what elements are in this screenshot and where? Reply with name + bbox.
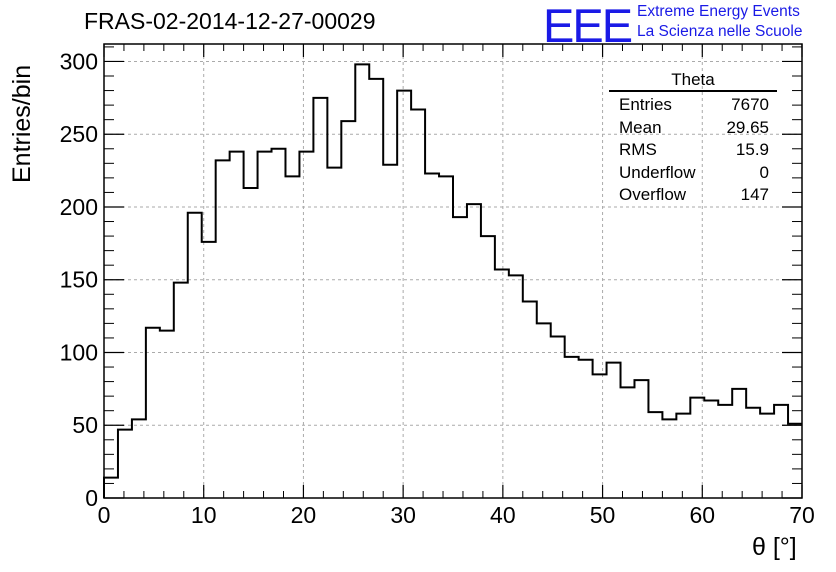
logo-line-2: La Scienza nelle Scuole [637, 23, 803, 40]
stats-label: RMS [619, 140, 657, 160]
x-tick-label: 30 [390, 502, 416, 528]
x-tick-label: 60 [689, 502, 715, 528]
plot-frame [103, 43, 803, 499]
x-tick-label: 70 [789, 502, 815, 528]
stats-row: Underflow 0 [609, 162, 777, 185]
y-tick-label: 200 [60, 194, 98, 220]
stats-title: Theta [609, 70, 777, 92]
tick-labels: 0 10 20 30 40 50 60 70 0 50 100 150 200 250 300 [60, 48, 815, 528]
y-tick-label: 50 [72, 412, 98, 438]
stats-value: 147 [740, 185, 769, 205]
stats-value: 0 [759, 162, 769, 182]
y-tick-label: 0 [85, 485, 98, 511]
histogram-line [103, 63, 802, 498]
stats-label: Mean [619, 117, 662, 137]
stats-value: 7670 [731, 95, 769, 114]
stats-label: Overflow [619, 185, 687, 205]
x-axis-label: θ [°] [752, 533, 797, 561]
y-tick-label: 100 [60, 339, 98, 365]
stats-label: Underflow [619, 162, 696, 182]
stats-value: 29.65 [726, 117, 769, 137]
y-axis-label: Entries/bin [8, 64, 36, 183]
y-tick-label: 250 [60, 121, 98, 147]
logo-caption: Extreme Energy Events La Scienza nelle S… [637, 2, 802, 42]
stats-row: RMS 15.9 [609, 139, 777, 162]
y-tick-label: 150 [60, 267, 98, 293]
x-tick-label: 40 [490, 502, 516, 528]
stats-row: Mean 29.65 [609, 117, 777, 140]
eee-logo: EEE [543, 0, 633, 52]
stats-row: Entries 7670 [609, 94, 777, 117]
stats-value: 15.9 [735, 140, 769, 160]
logo-line-1: Extreme Energy Events [637, 3, 800, 20]
axis-ticks [103, 44, 803, 499]
stats-box: Theta Entries 7670 Mean 29.65 RMS 15.9 U… [609, 70, 777, 207]
x-tick-label: 0 [98, 502, 111, 528]
stats-label: Entries [619, 95, 672, 114]
y-tick-label: 300 [60, 48, 98, 74]
x-tick-label: 10 [191, 502, 217, 528]
stats-row: Overflow 147 [609, 184, 777, 207]
x-tick-label: 50 [590, 502, 616, 528]
chart-title: FRAS-02-2014-12-27-00029 [84, 8, 376, 34]
x-tick-label: 20 [291, 502, 317, 528]
